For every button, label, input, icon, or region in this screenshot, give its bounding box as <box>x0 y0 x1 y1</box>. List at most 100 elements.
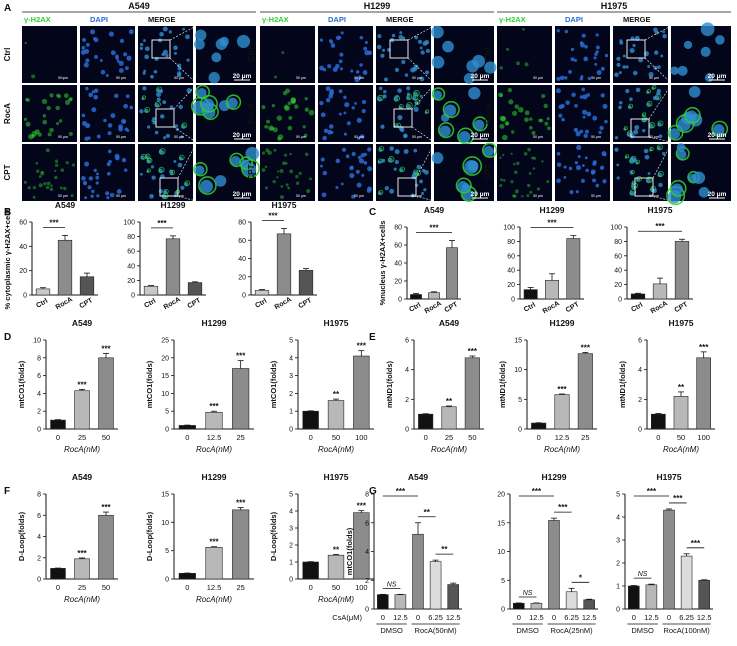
significance-label: *** <box>396 487 406 496</box>
y-tick-label: 20 <box>497 492 505 499</box>
nucleus <box>622 65 626 69</box>
nucleus <box>106 171 111 176</box>
nucleus <box>582 94 588 100</box>
cell-signal <box>547 126 551 131</box>
nucleus <box>139 109 144 114</box>
nucleus <box>186 58 190 62</box>
cell-signal <box>304 97 308 101</box>
nucleus <box>338 59 343 64</box>
significance-label: NS <box>638 571 648 578</box>
y-tick-label: 60 <box>127 249 135 256</box>
cell-signal <box>27 186 31 190</box>
panel-letter: C <box>369 207 376 218</box>
nucleus <box>338 112 342 116</box>
y-tick-label: 20 <box>614 282 622 289</box>
nucleus <box>401 59 406 65</box>
nucleus <box>574 104 578 108</box>
cell-signal <box>378 145 385 152</box>
nucleus <box>330 131 334 134</box>
nucleus <box>169 105 174 110</box>
cell-signal <box>304 107 310 112</box>
nucleus <box>616 163 620 167</box>
x-tick-label: 50 <box>677 433 685 442</box>
nucleus <box>156 97 161 102</box>
nucleus <box>564 29 569 34</box>
micrograph-background <box>613 26 668 83</box>
scale-label: 50 μm <box>174 76 184 80</box>
nucleus <box>107 123 113 128</box>
micrograph-tile: 20 μm <box>670 22 731 83</box>
nucleus <box>363 161 368 165</box>
micrograph-tile: 20 μm <box>193 144 261 201</box>
nucleus <box>142 71 146 75</box>
cell-signal <box>529 117 533 121</box>
bar <box>696 357 711 430</box>
bar <box>412 533 424 610</box>
zoom-region-box <box>397 177 417 197</box>
significance-label: *** <box>157 219 167 228</box>
nucleus <box>660 54 664 58</box>
y-tick-label: 15 <box>161 492 169 499</box>
scale-label: 50 μm <box>649 135 659 139</box>
x-tick-label: 50 <box>468 433 476 442</box>
micrograph-tile: 20 μm <box>431 85 494 145</box>
micrograph-tile: 20 μm <box>665 143 731 206</box>
cell-signal <box>531 130 536 136</box>
nucleus <box>320 112 326 118</box>
nucleus <box>150 74 154 79</box>
x-tick-label: 12.5 <box>393 613 408 622</box>
nucleus <box>376 44 382 50</box>
nucleus <box>632 157 637 163</box>
nucleus <box>114 153 120 159</box>
nucleus <box>126 55 132 61</box>
y-tick-label: 5 <box>165 409 169 416</box>
micrograph-tile: 20 μm <box>431 142 498 202</box>
cell-signal <box>438 121 455 139</box>
cell-signal <box>413 169 419 175</box>
cell-signal <box>46 181 51 186</box>
nucleus <box>162 100 167 105</box>
cell-signal <box>34 129 40 135</box>
nucleus <box>95 181 99 185</box>
nucleus <box>419 76 425 82</box>
nucleus <box>361 109 366 114</box>
x-tick-label: 100 <box>697 433 710 442</box>
micrograph-background <box>80 85 135 142</box>
cell-signal <box>455 177 472 194</box>
nucleus <box>194 38 205 50</box>
nucleus <box>584 156 588 160</box>
cell-signal <box>530 156 534 160</box>
nucleus <box>570 57 575 62</box>
bar <box>79 276 95 296</box>
nucleus <box>565 100 570 105</box>
y-axis-label: mtCO1(folds) <box>345 527 354 575</box>
y-tick-label: 6 <box>37 373 41 380</box>
nucleus <box>579 129 584 134</box>
nucleus <box>153 69 158 74</box>
bar <box>531 422 547 430</box>
micrograph-background <box>260 85 315 142</box>
nucleus <box>618 105 622 110</box>
bar <box>429 561 442 610</box>
nucleus <box>335 63 340 69</box>
y-tick-label: 4 <box>616 515 620 522</box>
cell-signal <box>59 186 63 190</box>
chart-title: H1299 <box>201 472 226 482</box>
cell-signal <box>32 195 36 199</box>
micrograph-tile: 50 μm <box>80 144 135 201</box>
nucleus <box>569 190 574 195</box>
nucleus <box>84 161 90 167</box>
scale-label: 50 μm <box>116 76 126 80</box>
nucleus <box>602 103 608 109</box>
nucleus <box>645 178 651 184</box>
y-tick-label: 8 <box>37 492 41 499</box>
nucleus <box>676 149 687 160</box>
nucleus <box>652 95 657 101</box>
nucleus <box>358 158 365 164</box>
x-tick-label: 0 <box>667 613 671 622</box>
row-label: RocA <box>247 103 256 124</box>
nucleus <box>118 68 124 73</box>
significance-stars: *** <box>557 385 567 394</box>
bar <box>447 584 459 610</box>
x-tick-label: Ctrl <box>143 298 157 310</box>
